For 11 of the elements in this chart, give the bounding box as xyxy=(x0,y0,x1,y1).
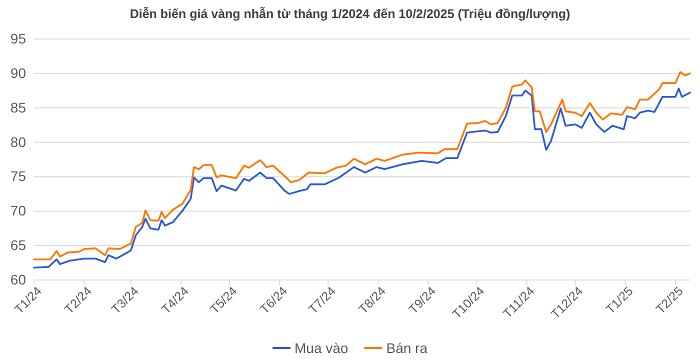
y-tick-label: 80 xyxy=(10,134,26,150)
y-tick-label: 90 xyxy=(10,64,26,81)
legend-label: Bán ra xyxy=(386,340,428,356)
chart-title: Diễn biến giá vàng nhẫn từ tháng 1/2024 đến 10/2/2025 (Triệu đồng/lượng) xyxy=(130,6,570,21)
legend-label: Mua vào xyxy=(294,340,348,356)
y-tick-label: 85 xyxy=(10,99,26,116)
y-tick-label: 65 xyxy=(10,237,26,254)
y-tick-label: 60 xyxy=(10,271,26,288)
y-tick-label: 95 xyxy=(10,30,26,46)
y-tick-label: 70 xyxy=(10,202,26,219)
y-tick-label: 75 xyxy=(10,168,26,184)
